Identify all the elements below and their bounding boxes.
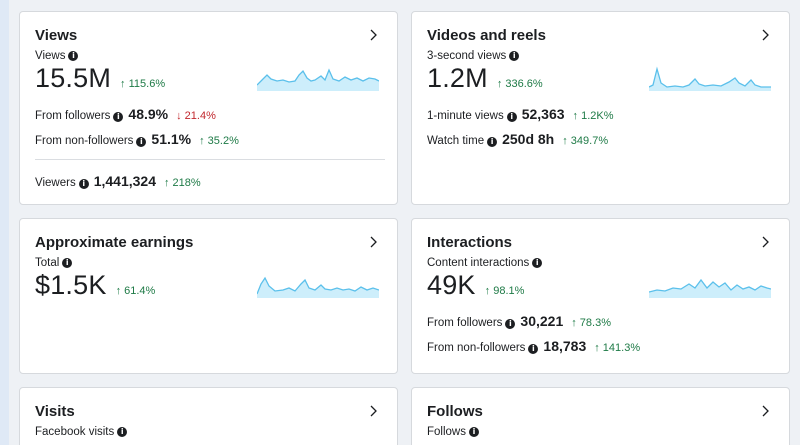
- chevron-right-icon[interactable]: [365, 402, 383, 420]
- divider: [35, 159, 385, 160]
- metric-delta: ↑ 115.6%: [120, 78, 166, 90]
- metric-delta: ↑ 336.6%: [496, 78, 543, 90]
- chevron-right-icon[interactable]: [365, 26, 383, 44]
- chevron-right-icon[interactable]: [365, 233, 383, 251]
- chevron-right-icon[interactable]: [757, 402, 775, 420]
- stat-label: From followers: [35, 110, 111, 122]
- card-title: Visits: [35, 402, 75, 420]
- stat-delta: ↑ 218%: [164, 177, 201, 189]
- stat-value: 52,363: [521, 106, 565, 122]
- visits-card[interactable]: Visits Facebook visits i: [19, 387, 398, 445]
- info-icon[interactable]: i: [505, 319, 516, 329]
- stat-label: 1-minute views: [427, 110, 504, 122]
- stat-delta: ↑ 35.2%: [199, 135, 239, 147]
- info-icon[interactable]: i: [487, 137, 498, 147]
- stat-value: 30,221: [520, 313, 564, 329]
- stat-value: 250d 8h: [502, 131, 555, 147]
- stat-value: 48.9%: [128, 106, 169, 122]
- metric-label: Content interactions: [427, 257, 530, 269]
- videos-reels-card[interactable]: Videos and reels 3-second views i 1.2M ↑ …: [411, 11, 790, 205]
- info-icon[interactable]: i: [468, 427, 479, 437]
- earnings-card[interactable]: Approximate earnings Total i $1.5K ↑ 61.4…: [19, 218, 398, 374]
- info-icon[interactable]: i: [528, 344, 539, 354]
- card-title: Views: [35, 26, 78, 44]
- stat-delta: ↑ 1.2K%: [572, 110, 614, 122]
- stat-label: Watch time: [427, 135, 485, 147]
- info-icon[interactable]: i: [62, 258, 73, 268]
- follows-card[interactable]: Follows Follows i: [411, 387, 790, 445]
- card-title: Interactions: [427, 233, 513, 251]
- chevron-right-icon[interactable]: [757, 26, 775, 44]
- metric-label: Follows: [427, 426, 466, 438]
- sparkline-chart: [257, 276, 379, 298]
- info-icon[interactable]: i: [117, 427, 128, 437]
- stat-label: Viewers: [35, 177, 76, 189]
- info-icon[interactable]: i: [136, 137, 147, 147]
- sparkline-chart: [649, 66, 771, 91]
- info-icon[interactable]: i: [532, 258, 543, 268]
- info-icon[interactable]: i: [506, 112, 517, 122]
- metric-label: Total: [35, 257, 60, 269]
- stat-label: From followers: [427, 317, 503, 329]
- info-icon[interactable]: i: [78, 179, 89, 189]
- info-icon[interactable]: i: [509, 51, 520, 61]
- left-panel-edge: [0, 0, 9, 445]
- interactions-card[interactable]: Interactions Content interactions i 49K ↑…: [411, 218, 790, 374]
- info-icon[interactable]: i: [68, 51, 79, 61]
- card-title: Approximate earnings: [35, 233, 194, 251]
- stat-delta: ↓ 21.4%: [176, 110, 216, 122]
- metric-label: 3-second views: [427, 50, 507, 62]
- metric-value: 15.5M: [35, 63, 112, 93]
- stat-value: 51.1%: [151, 131, 192, 147]
- sparkline-chart: [257, 68, 379, 91]
- stat-label: From non-followers: [35, 135, 134, 147]
- card-title: Follows: [427, 402, 483, 420]
- info-icon[interactable]: i: [113, 112, 124, 122]
- metric-label: Views: [35, 50, 66, 62]
- metric-value: 49K: [427, 270, 476, 300]
- card-title: Videos and reels: [427, 26, 546, 44]
- stat-value: 18,783: [543, 338, 587, 354]
- stat-value: 1,441,324: [93, 173, 156, 189]
- sparkline-chart: [649, 278, 771, 298]
- stat-delta: ↑ 349.7%: [562, 135, 609, 147]
- metric-label: Facebook visits: [35, 426, 115, 438]
- metric-delta: ↑ 61.4%: [115, 285, 156, 297]
- metric-value: $1.5K: [35, 270, 107, 300]
- chevron-right-icon[interactable]: [757, 233, 775, 251]
- stat-label: From non-followers: [427, 342, 526, 354]
- stat-delta: ↑ 78.3%: [571, 317, 611, 329]
- metric-value: 1.2M: [427, 63, 488, 93]
- metric-delta: ↑ 98.1%: [484, 285, 525, 297]
- stat-delta: ↑ 141.3%: [594, 342, 641, 354]
- views-card[interactable]: Views Views i 15.5M ↑ 115.6% From followe…: [19, 11, 398, 205]
